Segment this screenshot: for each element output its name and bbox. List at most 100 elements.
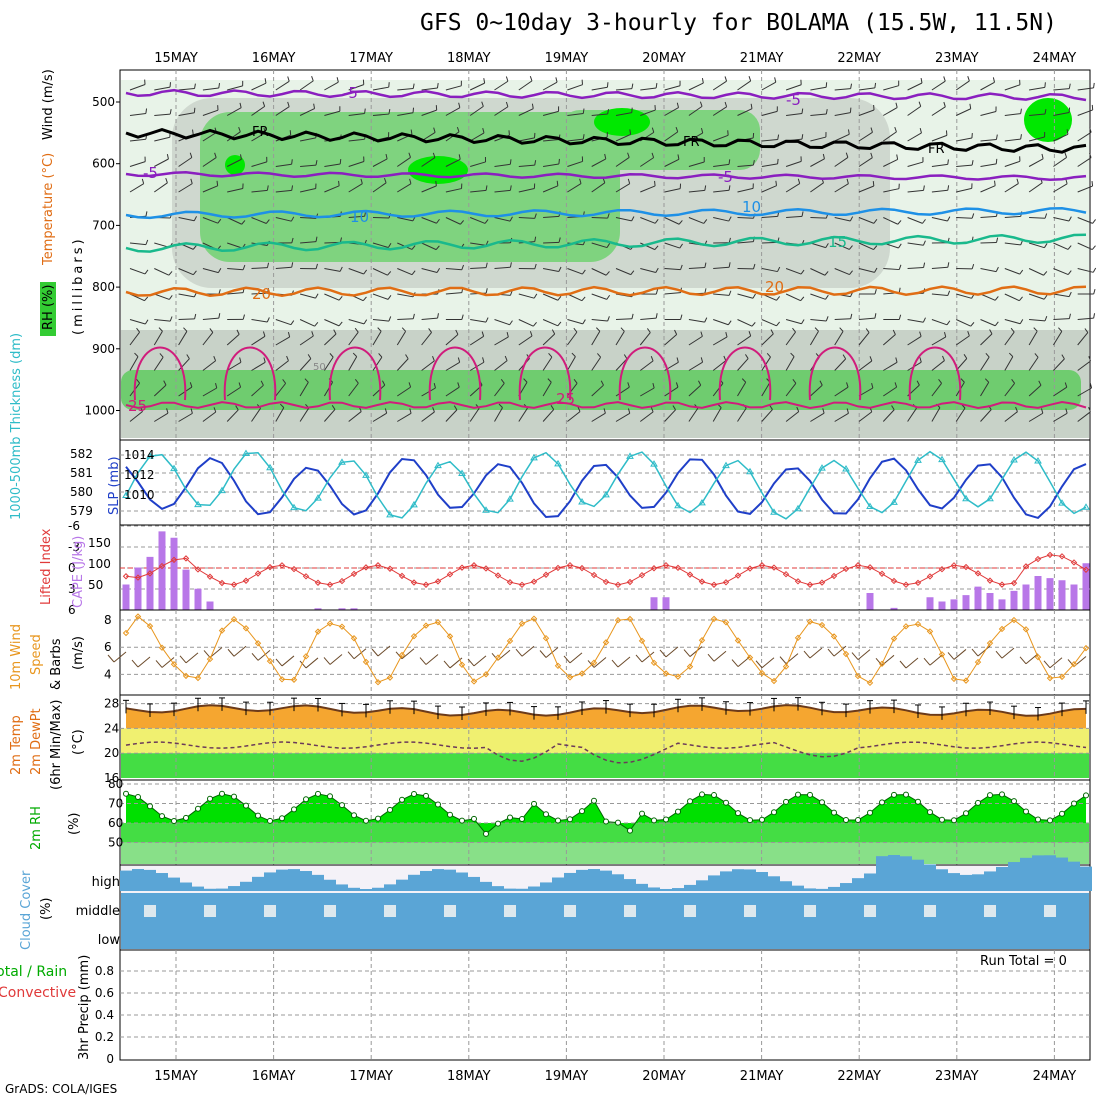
wind-barb-flag bbox=[504, 355, 508, 361]
surface-barb bbox=[377, 645, 391, 657]
wind-barb bbox=[227, 188, 243, 193]
wind-speed-point bbox=[1034, 653, 1042, 661]
wind-speed-point bbox=[506, 637, 514, 645]
date-label-bottom: 20MAY bbox=[642, 1069, 686, 1084]
wind-barb-flag bbox=[408, 152, 411, 158]
wind-barb bbox=[615, 318, 633, 320]
wind-barb-flag bbox=[700, 127, 704, 134]
wind-barb bbox=[761, 382, 771, 397]
rh-point bbox=[939, 816, 945, 823]
wind-barb-flag bbox=[723, 355, 727, 361]
wind-speed-point bbox=[518, 620, 526, 627]
wind-barb-flag bbox=[651, 152, 655, 158]
li-tick-label: -6 bbox=[68, 519, 80, 533]
wind-barb-flag bbox=[620, 327, 625, 332]
cape-bar bbox=[866, 593, 874, 610]
cape-bar bbox=[1046, 578, 1054, 610]
cape-bar bbox=[890, 607, 898, 610]
wind-barb-flag bbox=[338, 295, 343, 301]
rh-point bbox=[903, 791, 909, 798]
wind-barb-flag bbox=[922, 317, 926, 323]
surface-barb-flag bbox=[827, 648, 835, 657]
wind-speed-series bbox=[122, 613, 1090, 687]
wind-barb bbox=[154, 158, 169, 167]
wind-barb-flag bbox=[456, 126, 460, 133]
li-point bbox=[338, 577, 346, 585]
rh-point bbox=[963, 810, 969, 817]
surface-barb-flag bbox=[1043, 660, 1051, 669]
wind-barb bbox=[858, 109, 875, 116]
wind-barb-flag bbox=[800, 296, 805, 302]
label-cloud-cover: Cloud Cover bbox=[19, 870, 34, 950]
li-line bbox=[125, 554, 1087, 586]
li-point bbox=[914, 579, 922, 587]
wind-barb-flag bbox=[777, 158, 779, 164]
dewpoint-line bbox=[125, 741, 1087, 764]
wind-barb bbox=[931, 407, 941, 422]
label-thickness: 1000-500mb Thickness (dm) bbox=[9, 333, 24, 520]
wind-barb bbox=[1004, 113, 1021, 116]
wind-barb-flag bbox=[922, 219, 926, 224]
cape-bar bbox=[962, 595, 970, 610]
thickness-point bbox=[410, 500, 418, 508]
cloud-high-bar bbox=[324, 879, 336, 891]
wind-barb bbox=[227, 268, 244, 271]
wind-barb bbox=[518, 80, 533, 91]
date-label-bottom: 17MAY bbox=[349, 1069, 393, 1084]
wind-barb bbox=[1028, 136, 1045, 142]
wind-barb bbox=[955, 335, 970, 346]
rh-point bbox=[1023, 808, 1029, 815]
wind-barb-flag bbox=[607, 316, 610, 322]
surface-barb-flag bbox=[227, 648, 235, 657]
wind-speed-point bbox=[770, 677, 778, 685]
rh-point bbox=[975, 799, 981, 806]
wind-barb bbox=[202, 317, 219, 320]
wind-barb-flag bbox=[766, 353, 771, 358]
li-point bbox=[686, 571, 694, 578]
li-point bbox=[218, 579, 226, 587]
wind-speed-point bbox=[602, 639, 610, 646]
wind-barb-flag bbox=[405, 354, 409, 360]
rh-point bbox=[591, 797, 597, 804]
wind-barb bbox=[372, 182, 387, 193]
wind-barb bbox=[688, 319, 705, 323]
wind-barb bbox=[1077, 411, 1091, 422]
wind-barb-flag bbox=[985, 352, 990, 358]
wind-barb-flag bbox=[363, 269, 368, 275]
wind-barb bbox=[615, 412, 631, 422]
wind-barb bbox=[615, 157, 630, 167]
wind-barb bbox=[1004, 383, 1016, 397]
wind-barb-flag bbox=[192, 270, 197, 276]
li-point bbox=[806, 581, 814, 588]
contour-25-loop bbox=[133, 346, 187, 401]
wind-barb bbox=[761, 139, 778, 142]
rh-point bbox=[375, 815, 381, 822]
wind-barb-flag bbox=[534, 160, 537, 166]
wind-barb-flag bbox=[770, 329, 774, 335]
wind-barb bbox=[1052, 331, 1063, 346]
wind-speed-point bbox=[434, 619, 442, 626]
wind-barb bbox=[785, 84, 802, 91]
wind-barb-flag bbox=[428, 328, 432, 333]
label-cloud-unit: (%) bbox=[39, 898, 54, 921]
wind-speed-point bbox=[422, 622, 430, 629]
wind-barb bbox=[397, 157, 411, 167]
wind-barb bbox=[275, 106, 290, 116]
wind-barb-flag bbox=[433, 127, 436, 133]
li-point bbox=[1070, 559, 1078, 566]
wind-barb bbox=[542, 333, 556, 346]
wind-barb-flag bbox=[163, 380, 167, 386]
wind-barb-flag bbox=[383, 177, 387, 183]
wind-barb bbox=[664, 217, 680, 225]
label-2m-dewpt: 2m DewPt bbox=[29, 708, 44, 775]
wind-barb-flag bbox=[825, 109, 828, 115]
li-point bbox=[1010, 579, 1018, 587]
wind-barb bbox=[858, 268, 875, 273]
cloud-high-bar bbox=[1008, 862, 1020, 891]
wind-barb bbox=[1028, 242, 1045, 249]
wind-barb bbox=[178, 183, 193, 193]
wind-barb bbox=[299, 407, 310, 422]
li-point bbox=[734, 572, 742, 579]
wind-barb-flag bbox=[307, 354, 312, 359]
contour-label-m5d: -5 bbox=[718, 168, 733, 186]
